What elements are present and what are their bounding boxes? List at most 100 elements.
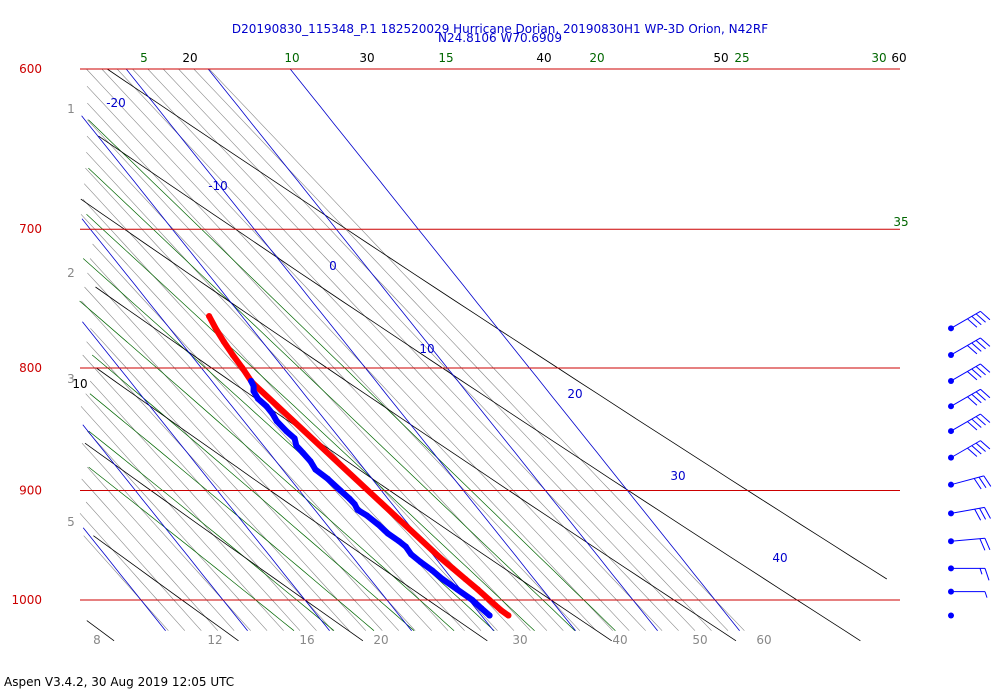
isotherm-label: 20: [567, 387, 582, 401]
software-footer: Aspen V3.4.2, 30 Aug 2019 12:05 UTC: [4, 675, 235, 689]
isotherm: [82, 321, 330, 631]
moist-adiabat: [88, 119, 616, 631]
moist-adiabat-label: 25: [734, 51, 749, 65]
wind-barb-shaft: [950, 537, 985, 542]
temperature-point: [229, 351, 236, 358]
dry-adiabat: [86, 620, 115, 642]
chart-title: D20190830_115348_P.1 182520029 Hurricane…: [231, 22, 769, 36]
mixing-ratio-line: [116, 68, 646, 631]
wind-barb-flag: [984, 568, 990, 581]
isobar-label: 800: [19, 361, 42, 375]
wind-barb-flag: [980, 440, 991, 450]
diagram-labels: 600 700 800 900 1000 -20 -10 0 10 20 30 40 20 30 40 50 6…: [11, 51, 908, 647]
isobar-label: 1000: [11, 593, 42, 607]
wind-barb-flag: [984, 591, 988, 598]
mixing-ratio-line: [92, 243, 449, 631]
wind-barb-flag: [979, 538, 986, 551]
mixing-ratio-label: 40: [612, 633, 627, 647]
dewpoint-point: [269, 410, 276, 417]
mixing-ratio-line: [85, 501, 202, 631]
temperature-point: [462, 575, 469, 582]
dry-adiabat-label: 40: [536, 51, 551, 65]
temperature-point: [220, 338, 227, 345]
wind-barb-flag: [975, 366, 986, 376]
mixing-ratio-label: 60: [756, 633, 771, 647]
mixing-ratio-label: 30: [512, 633, 527, 647]
wind-barb-flag: [967, 421, 978, 431]
moist-adiabat-label: 15: [438, 51, 453, 65]
dewpoint-point: [273, 418, 280, 425]
wind-barb-flag: [975, 416, 986, 426]
wind-barb-flag: [971, 393, 982, 404]
dewpoint-point: [299, 449, 306, 456]
mixing-ratio-line: [86, 430, 268, 631]
wind-barb-shaft: [950, 337, 981, 356]
isotherm: [125, 68, 576, 631]
moist-adiabat: [88, 167, 576, 631]
mixing-ratio-line: [84, 286, 400, 631]
dewpoint-point: [250, 383, 257, 390]
wind-barb-flag: [975, 340, 986, 350]
dewpoint-point: [254, 395, 261, 402]
moist-adiabat: [88, 466, 295, 631]
wind-barb-flag: [967, 318, 978, 328]
wind-barbs: [948, 310, 992, 619]
dewpoint-point: [324, 475, 331, 482]
temperature-point: [206, 313, 213, 320]
wind-barb-flag: [980, 413, 991, 423]
dewpoint-point: [346, 495, 353, 502]
dewpoint-point: [417, 558, 424, 565]
mixing-ratio-line: [80, 406, 284, 631]
isotherm: [289, 68, 740, 631]
isotherm-label: 10: [419, 342, 434, 356]
dry-adiabat: [93, 535, 239, 642]
isotherm-label: -20: [106, 96, 126, 110]
mixing-ratio-line: [85, 393, 301, 631]
dry-adiabats: [80, 68, 888, 642]
mixing-ratio-line: [81, 300, 383, 631]
moist-adiabat: [89, 393, 375, 631]
dry-adiabat: [84, 442, 364, 642]
wind-barb-flag: [984, 538, 991, 551]
wind-barb-flag: [983, 475, 992, 487]
isotherm-label: -10: [208, 179, 228, 193]
mixing-ratio-line: [87, 119, 564, 631]
temperature-point: [505, 612, 512, 619]
wind-barb-shaft: [950, 475, 984, 486]
wind-barb-flag: [980, 388, 991, 399]
dry-adiabat: [80, 198, 737, 642]
height-label: 1: [67, 102, 75, 116]
mixing-ratio-line: [82, 354, 334, 631]
wind-barb-shaft: [950, 310, 981, 329]
dewpoint-point: [351, 501, 358, 508]
wind-barb-flag: [980, 337, 991, 347]
moist-adiabat: [82, 258, 495, 631]
dewpoint-point: [429, 567, 436, 574]
chart-location: N24.8106 W70.6909: [438, 31, 562, 45]
wind-barb-flag: [967, 345, 978, 355]
dewpoint-point: [291, 435, 298, 442]
wind-barb-flag: [967, 396, 978, 406]
mixing-ratio-line: [87, 272, 416, 631]
mixing-ratio-line: [87, 102, 581, 631]
wind-barb-flag: [975, 391, 986, 401]
mixing-ratio-line: [81, 478, 219, 631]
mixing-ratio-line: [83, 535, 169, 631]
dry-adiabat-label: 30: [359, 51, 374, 65]
isobar-label: 900: [19, 483, 42, 497]
dewpoint-point: [250, 388, 257, 395]
mixing-ratio-line: [86, 341, 350, 631]
dry-adiabat: [95, 286, 612, 642]
mixing-ratio-line: [101, 68, 630, 631]
wind-barb-flag: [979, 568, 983, 575]
dry-adiabat-label: 10: [72, 377, 87, 391]
isotherm: [82, 527, 166, 631]
temperature-point: [498, 607, 505, 614]
isotherm-label: 40: [772, 551, 787, 565]
temperature-point: [474, 586, 481, 593]
dewpoint-point: [384, 530, 391, 537]
moist-adiabat-label: 30: [871, 51, 886, 65]
isotherm: [81, 218, 412, 631]
wind-barb-flag: [975, 442, 986, 452]
